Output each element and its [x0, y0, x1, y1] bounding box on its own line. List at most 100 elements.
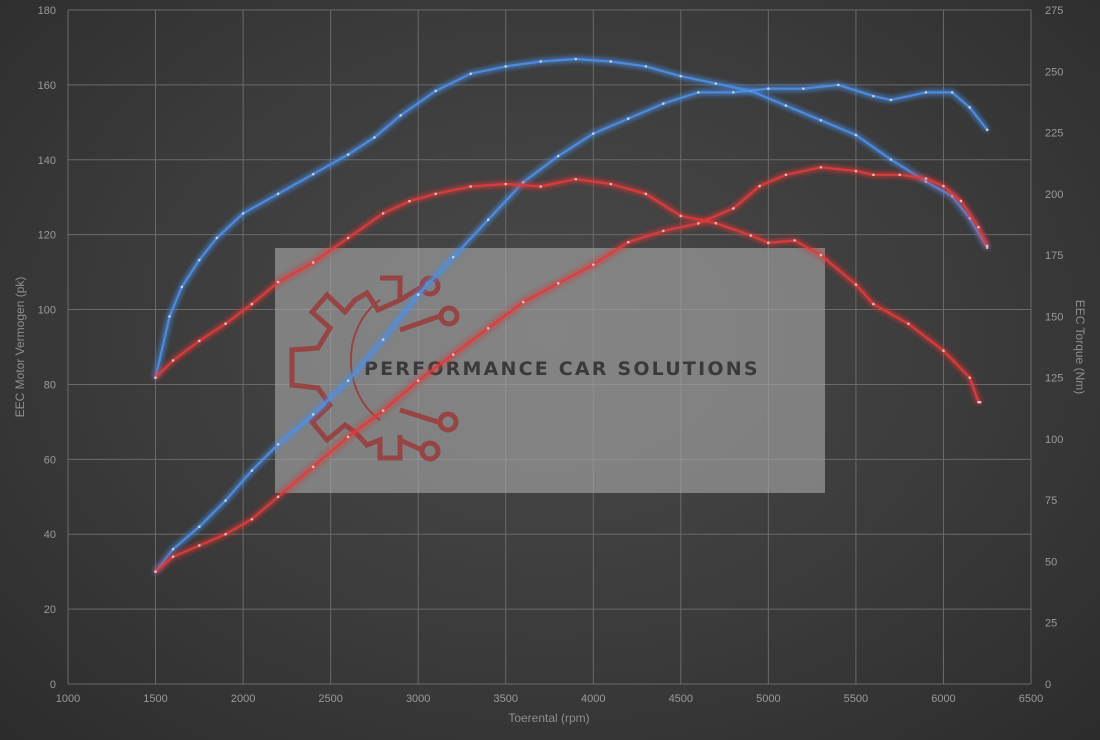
data-point [434, 192, 437, 196]
right-axis-ticks: 0 25 50 75 100 125 150 175 200 225 250 275 [1045, 5, 1063, 691]
data-point [346, 379, 350, 383]
data-point [924, 91, 928, 94]
data-point [854, 169, 858, 173]
data-point [311, 465, 315, 469]
data-point [793, 239, 796, 242]
data-point [416, 293, 420, 296]
data-point [198, 525, 201, 529]
data-point [950, 91, 954, 94]
x-tick-label: 2000 [231, 693, 255, 705]
data-point [521, 180, 525, 184]
data-point [346, 435, 350, 439]
data-point [504, 182, 508, 186]
data-point [924, 177, 928, 180]
right-tick-label: 225 [1045, 128, 1063, 140]
data-point [985, 244, 989, 248]
data-point [591, 132, 595, 135]
data-point [854, 133, 858, 137]
right-tick-label: 50 [1045, 556, 1057, 568]
data-point [574, 57, 578, 61]
x-tick-label: 6500 [1019, 693, 1043, 705]
right-tick-label: 0 [1045, 679, 1051, 691]
left-tick-label: 60 [44, 454, 56, 466]
data-point [276, 443, 280, 446]
data-point [171, 555, 175, 558]
data-point [985, 128, 989, 132]
right-tick-label: 125 [1045, 373, 1063, 385]
tuned-power-series [154, 83, 989, 573]
right-tick-label: 75 [1045, 495, 1057, 507]
data-point [662, 229, 665, 233]
right-tick-label: 250 [1045, 66, 1063, 78]
x-tick-label: 1500 [143, 693, 167, 705]
data-point [784, 173, 788, 177]
tuned-power-line [154, 83, 989, 573]
data-point [346, 236, 350, 240]
data-point [250, 517, 254, 521]
data-point [451, 353, 455, 356]
x-tick-label: 4500 [669, 693, 693, 705]
data-point [276, 280, 280, 284]
data-point [381, 212, 385, 215]
data-point [942, 349, 945, 352]
data-point [609, 182, 613, 186]
data-point [224, 322, 227, 326]
data-point [626, 240, 630, 244]
data-point [250, 302, 254, 306]
data-point [679, 214, 683, 218]
data-point [224, 532, 227, 536]
data-point [749, 234, 753, 237]
data-point [198, 544, 201, 547]
stock-torque-line [154, 178, 982, 404]
x-tick-label: 6000 [931, 693, 955, 705]
data-point [942, 184, 945, 188]
data-point [889, 158, 893, 161]
data-point [644, 192, 648, 196]
data-point [556, 154, 560, 158]
x-tick-label: 3000 [406, 693, 430, 705]
data-point [872, 173, 875, 177]
data-point [346, 153, 350, 156]
right-tick-label: 25 [1045, 618, 1057, 630]
data-point [504, 65, 508, 68]
data-point [714, 82, 718, 85]
data-point [451, 255, 455, 259]
data-point [276, 192, 280, 196]
data-point [154, 376, 157, 379]
data-point [732, 207, 735, 210]
x-tick-label: 5000 [756, 693, 780, 705]
left-tick-label: 140 [38, 155, 56, 167]
data-point [416, 379, 420, 383]
data-point [198, 258, 201, 262]
x-axis-title: Toerental (rpm) [508, 711, 589, 725]
right-tick-label: 100 [1045, 434, 1063, 446]
data-point [241, 212, 245, 215]
data-point [521, 300, 525, 304]
data-point [819, 253, 823, 257]
data-point [556, 282, 560, 285]
data-point [469, 72, 473, 76]
right-tick-label: 150 [1045, 311, 1063, 323]
data-point [968, 106, 972, 109]
data-point [662, 102, 665, 105]
data-point [171, 547, 175, 551]
data-point [215, 236, 219, 240]
x-tick-label: 4000 [581, 693, 605, 705]
data-point [959, 199, 963, 203]
data-point [898, 173, 901, 177]
left-tick-label: 160 [38, 80, 56, 92]
data-point [697, 222, 700, 225]
data-point [767, 241, 770, 245]
stock-power-line [154, 166, 989, 573]
right-tick-label: 175 [1045, 250, 1063, 262]
data-point [978, 400, 982, 404]
left-tick-label: 40 [44, 529, 56, 541]
left-axis-title: EEC Motor Vermogen (pk) [13, 277, 27, 418]
data-point [171, 359, 175, 362]
data-point [767, 87, 770, 90]
data-point [714, 221, 718, 225]
data-point [198, 339, 201, 343]
left-tick-label: 100 [38, 305, 56, 317]
right-axis-title: EEC Torque (Nm) [1073, 300, 1087, 394]
